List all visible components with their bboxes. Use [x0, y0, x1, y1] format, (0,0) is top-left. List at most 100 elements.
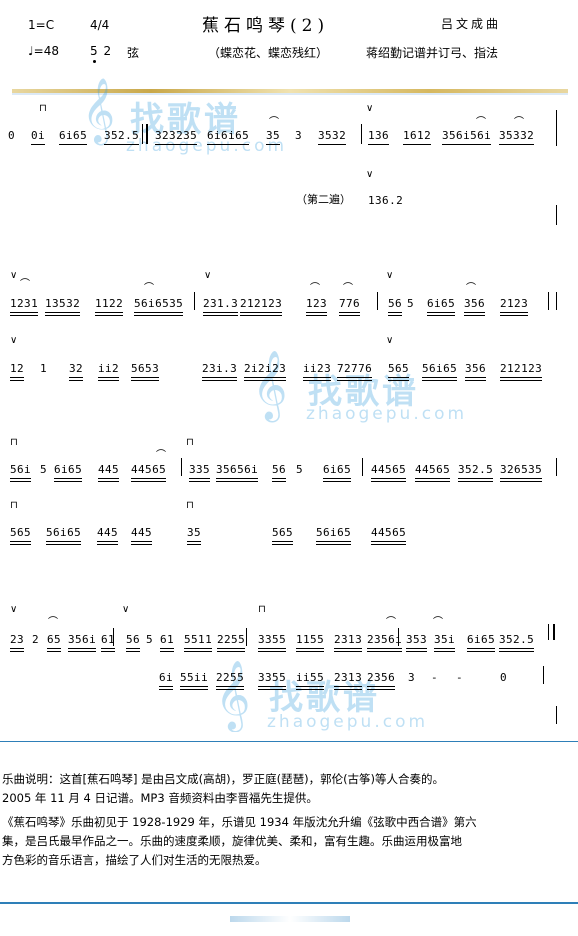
- note-group: 2i2i23: [244, 362, 287, 375]
- bar-line: [556, 458, 557, 476]
- beam-underline: [98, 478, 119, 479]
- note-group: 776: [339, 297, 361, 310]
- note-group: 55ii: [180, 671, 209, 684]
- header-banner-shade: [12, 93, 568, 95]
- beam-underline: [371, 544, 406, 545]
- note-group: 3: [408, 671, 416, 684]
- beam-underline: [131, 380, 159, 381]
- beam-underline: [97, 541, 118, 542]
- note-group: 3532: [318, 129, 347, 142]
- note-group: 32: [69, 362, 84, 375]
- tie-icon: ⌒: [476, 117, 486, 128]
- beam-underline: [303, 377, 331, 378]
- description-line-3: 《蕉石鸣琴》乐曲初见于 1928-1929 年，乐谱见 1934 年版沈允升编《…: [2, 815, 477, 829]
- note-group: 5511: [184, 633, 213, 646]
- tie-icon: ⌒: [156, 450, 166, 461]
- note-group: 5: [296, 463, 304, 476]
- beam-underline: [97, 544, 118, 545]
- beam-underline: [184, 651, 212, 652]
- beam-underline: [68, 651, 96, 652]
- divider-top: [0, 741, 578, 742]
- low-octave-dot: [93, 60, 96, 63]
- beam-underline: [10, 648, 24, 649]
- bar-line: [362, 458, 363, 476]
- note-group: 1612: [403, 129, 432, 142]
- note-group: 2313: [334, 633, 363, 646]
- beam-underline: [464, 315, 485, 316]
- composer: 吕文成曲: [441, 17, 502, 31]
- note-group: 2356i: [367, 633, 403, 646]
- beam-underline: [388, 315, 402, 316]
- note-group: 356i56i: [442, 129, 492, 142]
- note-group: 6i65: [427, 297, 456, 310]
- beam-underline: [160, 648, 174, 649]
- note-group: 23i.3: [202, 362, 238, 375]
- beam-underline: [499, 144, 534, 145]
- up-bow-icon: ⊓: [10, 437, 18, 448]
- beam-underline: [10, 651, 24, 652]
- note-group: -: [431, 671, 439, 684]
- note-group: 6i: [159, 671, 174, 684]
- beam-underline: [337, 377, 372, 378]
- description-line-1: 乐曲说明：这首[蕉石鸣琴] 是由吕文成(高胡)，罗正庭(琵琶)，郭伦(古筝)等人…: [2, 772, 445, 786]
- note-group: 0i: [31, 129, 46, 142]
- bar-line: [181, 458, 182, 476]
- beam-underline: [258, 651, 286, 652]
- tie-icon: ⌒: [466, 283, 476, 294]
- tuning-label: 弦: [127, 46, 140, 60]
- note-group: 326535: [500, 463, 543, 476]
- beam-underline: [54, 478, 82, 479]
- beam-underline: [187, 541, 201, 542]
- beam-underline: [180, 689, 208, 690]
- bar-line: [194, 292, 195, 310]
- beam-underline: [203, 315, 238, 316]
- bow-mark-icon: ∨: [386, 335, 394, 346]
- beam-underline: [47, 648, 61, 649]
- bar-line: [556, 706, 557, 724]
- note-group: 35: [266, 129, 281, 142]
- note-group: 565: [388, 362, 410, 375]
- note-group: 0: [8, 129, 16, 142]
- beam-underline: [458, 481, 493, 482]
- beam-underline: [403, 144, 431, 145]
- second-time-label: （第二遍）: [296, 193, 351, 206]
- bar-line: [556, 292, 557, 310]
- beam-underline: [465, 377, 486, 378]
- bar-line: [548, 292, 549, 310]
- beam-underline: [46, 544, 81, 545]
- note-group: 72776: [337, 362, 373, 375]
- note-group: 6i6i65: [207, 129, 250, 142]
- beam-underline: [126, 651, 140, 652]
- final-bar: [543, 666, 544, 684]
- note-group: 56: [126, 633, 141, 646]
- note-group: 5653: [131, 362, 160, 375]
- beam-underline: [159, 689, 173, 690]
- beam-underline: [316, 544, 351, 545]
- beam-underline: [10, 380, 24, 381]
- beam-underline: [131, 481, 166, 482]
- note-group: 61: [160, 633, 175, 646]
- beam-underline: [202, 377, 237, 378]
- beam-underline: [296, 651, 324, 652]
- beam-underline: [367, 648, 402, 649]
- note-group: 353: [406, 633, 428, 646]
- note-group: 352.5: [499, 633, 535, 646]
- beam-underline: [189, 481, 210, 482]
- bow-mark-icon: ∨: [386, 270, 394, 281]
- note-group: 6i65: [323, 463, 352, 476]
- beam-underline: [367, 686, 395, 687]
- beam-underline: [59, 144, 87, 145]
- beam-underline: [415, 478, 450, 479]
- beam-underline: [207, 144, 249, 145]
- bar-line: [142, 124, 143, 144]
- beam-underline: [388, 377, 409, 378]
- beam-underline: [266, 144, 280, 145]
- note-group: 12: [10, 362, 25, 375]
- up-bow-icon: ⊓: [39, 103, 47, 114]
- note-group: 1: [40, 362, 48, 375]
- bow-mark-icon: ∨: [10, 270, 18, 281]
- beam-underline: [240, 315, 282, 316]
- beam-underline: [159, 686, 173, 687]
- note-group: 5: [146, 633, 154, 646]
- repeat-end-bar: [548, 624, 549, 640]
